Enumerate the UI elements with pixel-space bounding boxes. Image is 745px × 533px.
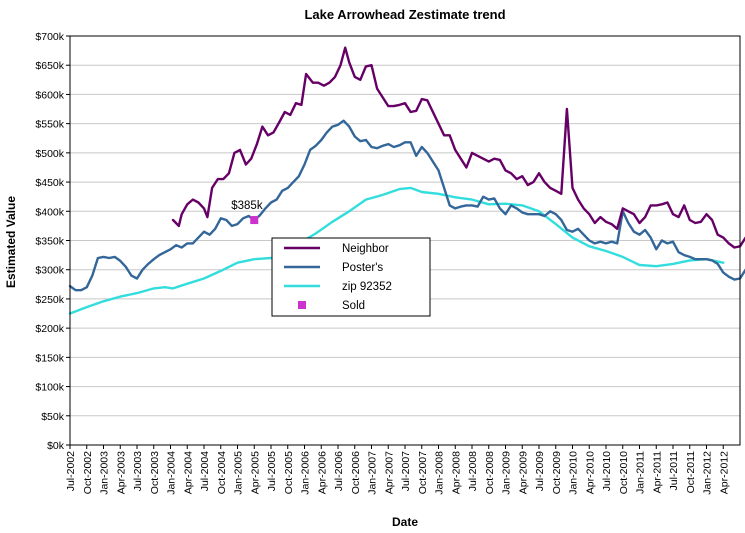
series-line xyxy=(68,119,745,292)
x-tick-label: Jan-2004 xyxy=(166,451,178,495)
x-tick-label: Apr-2003 xyxy=(115,451,127,494)
y-tick-label: $50k xyxy=(41,411,65,423)
legend-label: Poster's xyxy=(342,262,383,274)
x-tick-label: Apr-2004 xyxy=(182,451,194,494)
legend-label: Sold xyxy=(342,300,365,312)
x-tick-label: Jul-2008 xyxy=(467,451,479,491)
x-tick-label: Oct-2004 xyxy=(216,451,228,494)
x-tick-label: Apr-2011 xyxy=(651,451,663,494)
x-tick-label: Jan-2006 xyxy=(300,451,312,495)
x-tick-label: Oct-2003 xyxy=(149,451,161,494)
series-line xyxy=(171,46,745,249)
y-axis-ticks: $0k $50k $100k $150k $200k $250k $300k $350k $40… xyxy=(35,31,70,452)
x-tick-label: Oct-2005 xyxy=(283,451,295,494)
x-tick-label: Jan-2009 xyxy=(501,451,513,495)
x-tick-label: Jul-2005 xyxy=(266,451,278,491)
y-tick-label: $550k xyxy=(35,119,64,131)
x-tick-label: Apr-2007 xyxy=(383,451,395,494)
x-tick-label: Apr-2009 xyxy=(517,451,529,494)
y-axis-title: Estimated Value xyxy=(4,196,18,288)
sold-marker xyxy=(250,216,259,225)
y-tick-label: $250k xyxy=(35,294,64,306)
x-tick-label: Oct-2010 xyxy=(618,451,630,494)
sold-label: $385k xyxy=(231,200,263,212)
series-lines xyxy=(68,46,745,315)
x-tick-label: Apr-2010 xyxy=(584,451,596,494)
x-tick-label: Apr-2008 xyxy=(450,451,462,494)
sold-marker-group: $385k xyxy=(231,200,263,225)
x-tick-label: Jan-2011 xyxy=(635,451,647,494)
series-line xyxy=(68,186,725,315)
y-tick-label: $300k xyxy=(35,265,64,277)
x-tick-label: Jul-2007 xyxy=(400,451,412,491)
x-tick-label: Oct-2002 xyxy=(82,451,94,494)
y-tick-label: $450k xyxy=(35,177,64,189)
chart-title: Lake Arrowhead Zestimate trend xyxy=(304,7,505,22)
x-tick-label: Jan-2010 xyxy=(568,451,580,495)
gridlines xyxy=(70,64,740,417)
x-tick-label: Jul-2004 xyxy=(199,451,211,491)
y-tick-label: $700k xyxy=(35,31,64,43)
x-tick-label: Oct-2006 xyxy=(350,451,362,494)
x-tick-label: Jul-2006 xyxy=(333,451,345,491)
x-tick-label: Jan-2012 xyxy=(702,451,714,495)
y-tick-label: $200k xyxy=(35,323,64,335)
x-tick-label: Apr-2006 xyxy=(316,451,328,494)
x-tick-label: Apr-2012 xyxy=(718,451,730,494)
plot-area-border xyxy=(69,35,741,446)
legend: Neighbor Poster's zip 92352 Sold xyxy=(271,237,431,317)
x-tick-label: Oct-2008 xyxy=(484,451,496,494)
x-tick-label: Oct-2011 xyxy=(685,451,697,494)
x-tick-label: Jan-2005 xyxy=(233,451,245,495)
x-tick-label: Jan-2003 xyxy=(99,451,111,495)
y-tick-label: $650k xyxy=(35,60,64,72)
y-tick-label: $150k xyxy=(35,352,64,364)
y-tick-label: $0k xyxy=(47,440,65,452)
x-tick-label: Jul-2002 xyxy=(65,451,77,491)
y-tick-label: $100k xyxy=(35,382,64,394)
x-tick-label: Jan-2007 xyxy=(367,451,379,495)
x-tick-label: Oct-2007 xyxy=(417,451,429,494)
y-tick-label: $600k xyxy=(35,89,64,101)
x-tick-label: Jul-2010 xyxy=(601,451,613,491)
x-tick-label: Oct-2009 xyxy=(551,451,563,494)
x-tick-label: Jul-2009 xyxy=(534,451,546,491)
y-tick-label: $350k xyxy=(35,236,64,248)
x-tick-label: Jul-2003 xyxy=(132,451,144,491)
y-tick-label: $400k xyxy=(35,206,64,218)
x-axis-title: Date xyxy=(392,515,418,529)
legend-swatch xyxy=(298,301,306,309)
legend-label: Neighbor xyxy=(342,243,389,255)
x-tick-label: Apr-2005 xyxy=(249,451,261,494)
y-tick-label: $500k xyxy=(35,148,64,160)
x-axis-ticks: Jul-2002 Oct-2002 Jan-2003 Apr-2003 Jul-2003… xyxy=(65,445,730,495)
x-tick-label: Jul-2011 xyxy=(668,451,680,491)
legend-label: zip 92352 xyxy=(342,281,392,293)
x-tick-label: Jan-2008 xyxy=(434,451,446,495)
